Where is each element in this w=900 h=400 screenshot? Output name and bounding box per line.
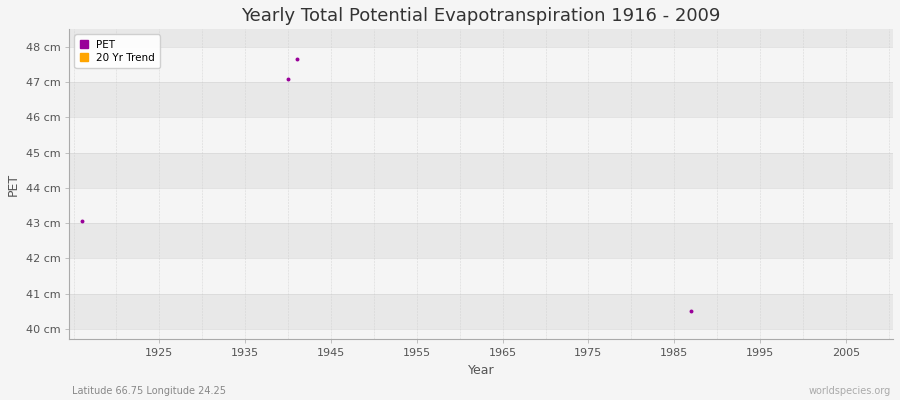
Legend: PET, 20 Yr Trend: PET, 20 Yr Trend	[75, 34, 160, 68]
Point	[281, 76, 295, 82]
Bar	[69, 82, 893, 118]
Bar	[69, 153, 893, 188]
Bar	[69, 223, 893, 258]
Point	[290, 56, 304, 62]
Y-axis label: PET: PET	[7, 173, 20, 196]
Point	[684, 308, 698, 314]
Bar	[69, 12, 893, 47]
Bar	[69, 294, 893, 329]
Text: worldspecies.org: worldspecies.org	[809, 386, 891, 396]
Point	[75, 218, 89, 224]
Text: Latitude 66.75 Longitude 24.25: Latitude 66.75 Longitude 24.25	[72, 386, 226, 396]
X-axis label: Year: Year	[468, 364, 494, 377]
Title: Yearly Total Potential Evapotranspiration 1916 - 2009: Yearly Total Potential Evapotranspiratio…	[241, 7, 721, 25]
